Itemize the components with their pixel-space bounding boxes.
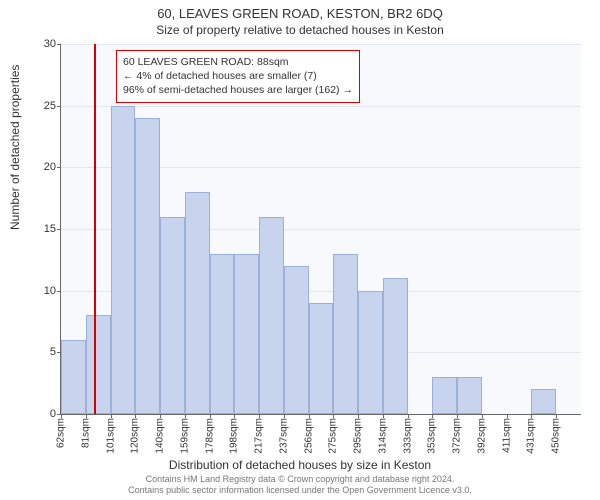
xtick-label: 217sqm: [254, 418, 265, 454]
xtick-label: 314sqm: [377, 418, 388, 454]
ytick-mark: [57, 167, 61, 168]
xtick-label: 81sqm: [80, 418, 91, 448]
histogram-bar: [259, 217, 284, 414]
histogram-bar: [111, 106, 136, 414]
x-axis-label: Distribution of detached houses by size …: [0, 458, 600, 472]
xtick-label: 411sqm: [501, 418, 512, 453]
chart-title: 60, LEAVES GREEN ROAD, KESTON, BR2 6DQ: [0, 0, 600, 21]
histogram-bar: [135, 118, 160, 414]
info-line-1: 60 LEAVES GREEN ROAD: 88sqm: [123, 55, 353, 69]
ytick-label: 0: [32, 408, 56, 420]
ytick-mark: [57, 291, 61, 292]
xtick-label: 392sqm: [476, 418, 487, 454]
xtick-label: 198sqm: [229, 418, 240, 454]
xtick-label: 275sqm: [328, 418, 339, 454]
histogram-bar: [185, 192, 210, 414]
attribution-footer: Contains HM Land Registry data © Crown c…: [0, 474, 600, 497]
ytick-mark: [57, 106, 61, 107]
xtick-label: 353sqm: [427, 418, 438, 454]
ytick-label: 15: [32, 223, 56, 235]
xtick-label: 62sqm: [56, 418, 67, 448]
xtick-label: 237sqm: [278, 418, 289, 454]
chart-subtitle: Size of property relative to detached ho…: [0, 21, 600, 37]
plot-area: 60 LEAVES GREEN ROAD: 88sqm ← 4% of deta…: [60, 44, 581, 415]
xtick-label: 256sqm: [303, 418, 314, 454]
xtick-label: 295sqm: [353, 418, 364, 454]
histogram-bar: [457, 377, 482, 414]
xtick-label: 101sqm: [105, 418, 116, 454]
histogram-bar: [284, 266, 309, 414]
histogram-bar: [383, 278, 408, 414]
xtick-label: 333sqm: [402, 418, 413, 454]
xtick-label: 178sqm: [204, 418, 215, 454]
ytick-mark: [57, 44, 61, 45]
footer-line-2: Contains public sector information licen…: [0, 485, 600, 496]
ytick-label: 30: [32, 38, 56, 50]
info-box: 60 LEAVES GREEN ROAD: 88sqm ← 4% of deta…: [116, 50, 360, 103]
histogram-bar: [432, 377, 457, 414]
xtick-label: 431sqm: [526, 418, 537, 454]
xtick-label: 159sqm: [179, 418, 190, 454]
ytick-label: 20: [32, 161, 56, 173]
xtick-label: 120sqm: [130, 418, 141, 454]
gridline: [61, 106, 581, 107]
ytick-label: 10: [32, 285, 56, 297]
histogram-bar: [358, 291, 383, 414]
ytick-mark: [57, 229, 61, 230]
histogram-bar: [61, 340, 86, 414]
info-line-2: ← 4% of detached houses are smaller (7): [123, 69, 353, 83]
ytick-label: 25: [32, 100, 56, 112]
xtick-label: 450sqm: [551, 418, 562, 454]
info-line-3: 96% of semi-detached houses are larger (…: [123, 83, 353, 97]
histogram-bar: [86, 315, 111, 414]
xtick-label: 140sqm: [155, 418, 166, 454]
marker-line: [94, 44, 96, 414]
xtick-label: 372sqm: [452, 418, 463, 454]
histogram-bar: [160, 217, 185, 414]
histogram-bar: [309, 303, 334, 414]
y-axis-label: Number of detached properties: [8, 65, 22, 230]
gridline: [61, 44, 581, 45]
footer-line-1: Contains HM Land Registry data © Crown c…: [0, 474, 600, 485]
histogram-bar: [210, 254, 235, 414]
ytick-label: 5: [32, 346, 56, 358]
histogram-bar: [333, 254, 358, 414]
histogram-bar: [234, 254, 259, 414]
histogram-bar: [531, 389, 556, 414]
